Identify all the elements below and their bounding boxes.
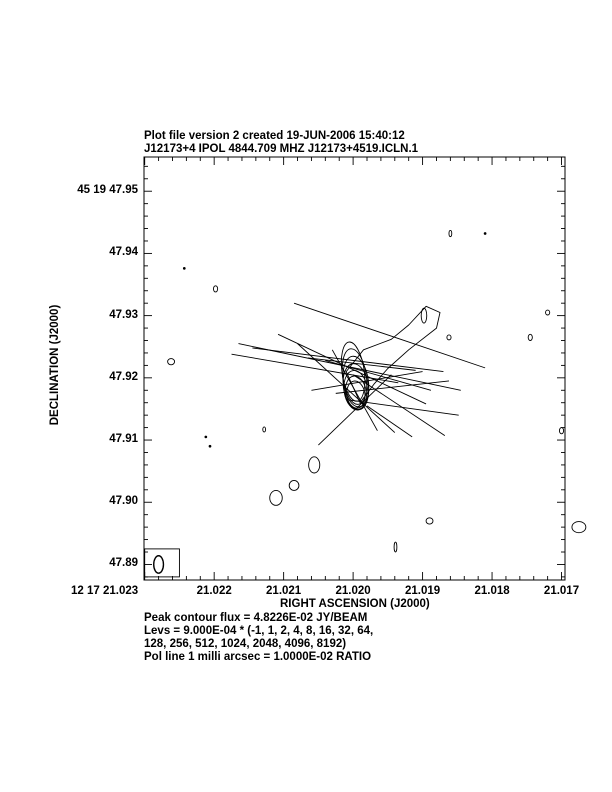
noise-speck bbox=[208, 444, 212, 448]
noise-contour bbox=[420, 307, 428, 324]
noise-contour bbox=[262, 426, 267, 433]
noise-contour bbox=[167, 358, 176, 366]
noise-contour bbox=[527, 333, 533, 341]
x-tick-label: 21.021 bbox=[266, 585, 302, 597]
y-tick-label: 45 19 47.95 bbox=[77, 184, 138, 197]
x-tick-label: 21.018 bbox=[474, 585, 510, 597]
x-tick-label: 21.017 bbox=[543, 585, 580, 597]
polarization-vector bbox=[318, 374, 392, 446]
x-axis-label: RIGHT ASCENSION (J2000) bbox=[280, 598, 430, 610]
noise-contour bbox=[425, 517, 434, 525]
noise-contour bbox=[571, 521, 587, 534]
y-tick-label: 47.90 bbox=[109, 495, 138, 508]
noise-contour bbox=[213, 285, 219, 293]
noise-contour bbox=[448, 229, 453, 238]
polarization-vector bbox=[346, 399, 459, 416]
footer-peak-flux: Peak contour flux = 4.8226E-02 JY/BEAM bbox=[144, 612, 368, 624]
noise-speck bbox=[204, 435, 208, 439]
y-tick-label: 47.93 bbox=[109, 308, 138, 321]
polarization-vector bbox=[307, 357, 416, 371]
core-contour bbox=[346, 380, 366, 409]
footer-levels-1: Levs = 9.000E-04 * (-1, 1, 2, 4, 8, 16, … bbox=[144, 625, 374, 637]
footer-levels-2: 128, 256, 512, 1024, 2048, 4096, 8192) bbox=[144, 638, 347, 650]
y-axis-label: DECLINATION (J2000) bbox=[49, 304, 61, 426]
noise-contour bbox=[545, 309, 551, 316]
y-tick-label: 47.89 bbox=[109, 557, 138, 570]
polarization-vector bbox=[366, 405, 413, 438]
beam-box bbox=[144, 548, 180, 578]
polarization-vector bbox=[293, 302, 486, 369]
plot-frame bbox=[143, 156, 566, 581]
plot-header-line2: J12173+4 IPOL 4844.709 MHZ J12173+4519.I… bbox=[144, 143, 419, 155]
footer-pol-scale: Pol line 1 milli arcsec = 1.0000E-02 RAT… bbox=[144, 651, 372, 663]
core-contour bbox=[343, 370, 369, 411]
polarization-vector bbox=[335, 380, 450, 394]
y-tick-label: 47.94 bbox=[109, 246, 138, 259]
x-tick-label: 21.019 bbox=[404, 585, 441, 597]
polarization-vector bbox=[311, 371, 423, 391]
noise-contour bbox=[269, 489, 283, 506]
y-tick-label: 47.92 bbox=[109, 370, 138, 383]
polarization-vector bbox=[231, 353, 399, 384]
polarization-vector bbox=[277, 333, 427, 405]
polarization-vector bbox=[331, 349, 378, 431]
x-tick-label: 21.022 bbox=[196, 585, 232, 597]
plot-header-line1: Plot file version 2 created 19-JUN-2006 … bbox=[144, 130, 405, 142]
noise-contour bbox=[446, 334, 452, 341]
noise-contour bbox=[558, 427, 565, 435]
noise-speck bbox=[483, 232, 487, 235]
core-contour bbox=[344, 375, 367, 410]
polarization-vector bbox=[297, 343, 396, 433]
x-tick-label: 21.020 bbox=[335, 585, 371, 597]
noise-contour bbox=[288, 480, 300, 491]
noise-speck bbox=[182, 266, 186, 270]
x-tick-label: 12 17 21.023 bbox=[71, 585, 139, 597]
noise-contour bbox=[393, 541, 398, 553]
polarization-vector bbox=[252, 347, 444, 373]
polarization-vector bbox=[352, 374, 446, 437]
beam-ellipse bbox=[153, 555, 165, 574]
noise-contour bbox=[308, 456, 321, 474]
y-tick-label: 47.91 bbox=[109, 433, 138, 446]
